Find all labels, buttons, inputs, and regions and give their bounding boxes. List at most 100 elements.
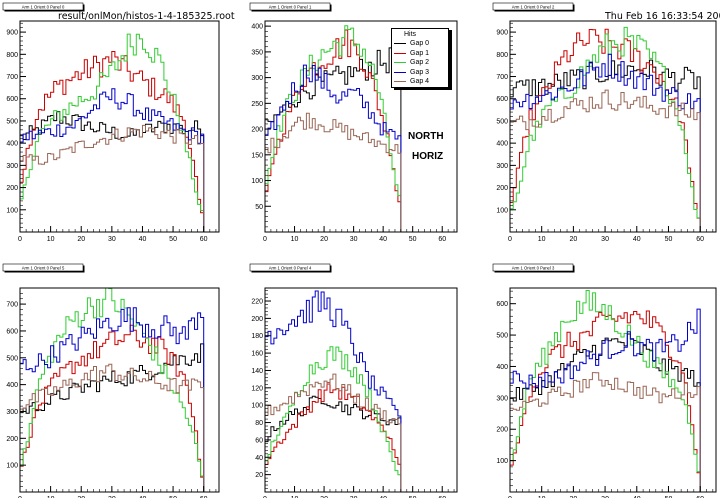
x-tick-label: 60 <box>438 496 446 498</box>
chart-panel: Arm 1 Orient 0 Panel 2 0 10 20 30 40 50 60 100 20… <box>492 2 717 243</box>
y-tick-label: 600 <box>6 96 18 103</box>
x-tick-label: 30 <box>108 496 116 498</box>
legend-swatch <box>394 43 406 45</box>
panel-title: Arm 1 Orient 0 Panel 4 <box>269 266 312 271</box>
x-tick-label: 30 <box>108 236 116 243</box>
y-tick-label: 400 <box>6 141 18 148</box>
chart-panel: Arm 1 Orient 0 Panel 4 0 10 20 30 40 50 60 20 40 6… <box>249 263 458 498</box>
plot-frame <box>264 287 458 493</box>
legend-entries: Gap 0 Gap 1 Gap 2 Gap 3 Gap 4 <box>394 39 429 87</box>
series-line <box>509 290 701 492</box>
y-tick-label: 500 <box>496 333 508 340</box>
series-line <box>19 324 205 492</box>
chart-panel: Arm 1 Orient 0 Panel 0 0 10 20 30 40 50 60 100 20… <box>2 2 220 243</box>
y-tick-label: 40 <box>255 455 263 462</box>
y-tick-label: 300 <box>251 75 263 82</box>
x-tick-label: 10 <box>47 236 55 243</box>
panel-title-box <box>249 263 331 272</box>
x-tick-label: 20 <box>569 496 577 498</box>
legend-box: Hits Gap 0 Gap 1 Gap 2 Gap 3 Gap 4 <box>391 28 449 88</box>
series-line <box>19 33 205 232</box>
y-tick-label: 300 <box>496 395 508 402</box>
x-tick-label: 0 <box>508 496 512 498</box>
legend-label: Gap 2 <box>410 59 430 66</box>
legend-entry: Gap 4 <box>394 77 429 87</box>
timestamp-label: Thu Feb 16 16:33:54 2006 <box>605 11 720 22</box>
legend-label: Gap 3 <box>410 68 430 76</box>
y-tick-label: 600 <box>496 301 508 308</box>
y-tick-label: 20 <box>255 472 263 479</box>
series-line <box>264 112 402 232</box>
y-tick-label: 400 <box>496 364 508 371</box>
legend-label: Gap 0 <box>410 40 430 47</box>
x-tick-label: 50 <box>409 236 417 243</box>
panel-title-box <box>492 2 574 11</box>
legend-entry: Gap 1 <box>394 49 429 59</box>
y-tick-label: 100 <box>6 463 18 470</box>
y-tick-label: 500 <box>6 118 18 125</box>
y-tick-label: 600 <box>496 96 508 103</box>
y-tick-label: 140 <box>251 368 263 375</box>
y-tick-label: 200 <box>251 316 263 323</box>
x-tick-label: 50 <box>665 496 673 498</box>
series-line <box>264 25 402 232</box>
x-tick-label: 60 <box>696 496 704 498</box>
series-line <box>264 346 402 492</box>
series-line <box>509 372 701 492</box>
panel-title: Arm 1 Orient 0 Panel 0 <box>22 5 65 10</box>
legend-label: Gap 1 <box>410 49 430 57</box>
x-tick-label: 20 <box>320 236 328 243</box>
y-tick-label: 100 <box>251 178 263 185</box>
series-line <box>509 26 701 232</box>
series-line <box>19 51 205 232</box>
x-tick-label: 50 <box>665 236 673 243</box>
file-path-label: result/onlMon/histos-1-4-185325.root <box>58 11 235 22</box>
y-tick-label: 220 <box>251 299 263 306</box>
series-line <box>264 290 402 492</box>
y-tick-label: 400 <box>6 382 18 389</box>
legend-entry: Gap 0 <box>394 39 429 49</box>
horiz-label: HORIZ <box>412 151 444 162</box>
legend-swatch <box>394 71 406 73</box>
x-tick-label: 10 <box>538 496 546 498</box>
legend-entry: Gap 3 <box>394 68 429 78</box>
y-tick-label: 300 <box>6 409 18 416</box>
series-line <box>19 343 205 492</box>
y-tick-label: 160 <box>251 351 263 358</box>
x-tick-label: 60 <box>200 236 208 243</box>
y-tick-label: 500 <box>496 118 508 125</box>
y-tick-label: 50 <box>255 204 263 211</box>
series-line <box>19 124 205 232</box>
panel-title: Arm 1 Orient 0 Panel 1 <box>269 5 312 10</box>
y-tick-label: 100 <box>496 458 508 465</box>
series-line <box>264 64 402 232</box>
y-tick-label: 600 <box>6 328 18 335</box>
y-tick-label: 500 <box>6 355 18 362</box>
plot-frame <box>509 287 717 493</box>
x-tick-label: 40 <box>139 496 147 498</box>
x-tick-label: 0 <box>263 496 267 498</box>
y-tick-label: 700 <box>496 74 508 81</box>
x-tick-label: 50 <box>169 496 177 498</box>
y-tick-label: 350 <box>251 49 263 56</box>
legend-entry: Gap 2 <box>394 58 429 68</box>
series-line <box>264 373 402 492</box>
x-tick-label: 0 <box>18 236 22 243</box>
y-tick-label: 150 <box>251 152 263 159</box>
x-tick-label: 30 <box>601 236 609 243</box>
legend-label: Gap 4 <box>410 78 430 85</box>
y-tick-label: 100 <box>6 207 18 214</box>
x-tick-label: 20 <box>569 236 577 243</box>
y-tick-label: 100 <box>251 403 263 410</box>
panel-title-box <box>2 263 84 272</box>
chart-panel: Arm 1 Orient 0 Panel 1 0 10 20 30 40 50 60 50 100… <box>249 2 458 243</box>
north-label: NORTH <box>408 131 444 142</box>
series-line <box>264 29 402 232</box>
x-tick-label: 30 <box>350 236 358 243</box>
panel-title: Arm 1 Orient 0 Panel 3 <box>512 266 555 271</box>
y-tick-label: 100 <box>496 207 508 214</box>
series-line <box>19 307 205 492</box>
y-tick-label: 200 <box>496 427 508 434</box>
x-tick-label: 60 <box>200 496 208 498</box>
plot-frame <box>19 20 220 233</box>
